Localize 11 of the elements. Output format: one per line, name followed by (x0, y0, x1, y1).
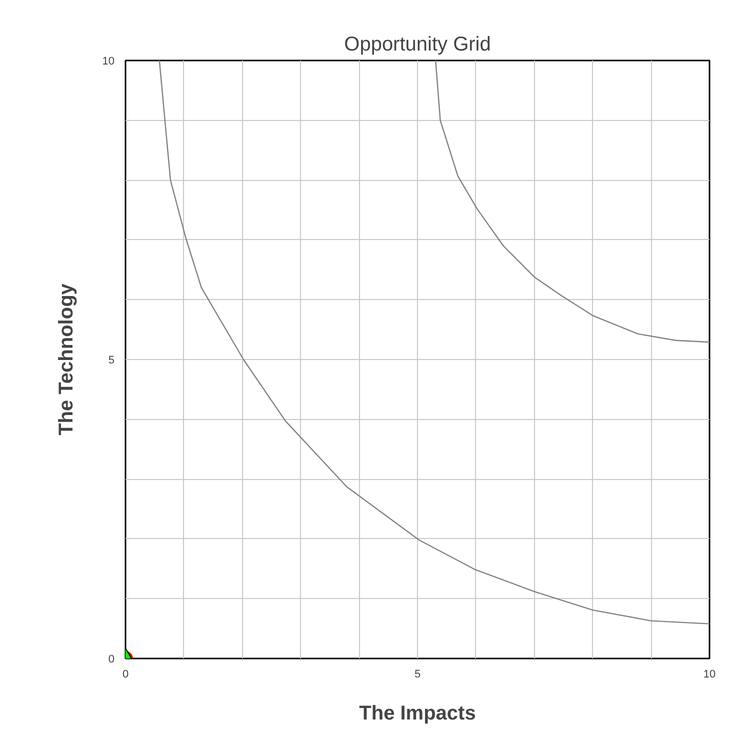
y-tick-label: 0 (108, 654, 115, 666)
y-axis-title: The Technology (55, 282, 78, 436)
line-series (435, 60, 710, 343)
line-series (158, 60, 710, 624)
chart-title: Opportunity Grid (344, 34, 491, 56)
x-axis-title: The Impacts (359, 702, 476, 724)
x-tick-label: 10 (703, 668, 716, 680)
x-tick-label: 0 (122, 668, 129, 680)
y-tick-label: 10 (102, 56, 115, 68)
y-tick-label: 5 (108, 354, 115, 366)
x-tick-label: 5 (414, 668, 421, 680)
